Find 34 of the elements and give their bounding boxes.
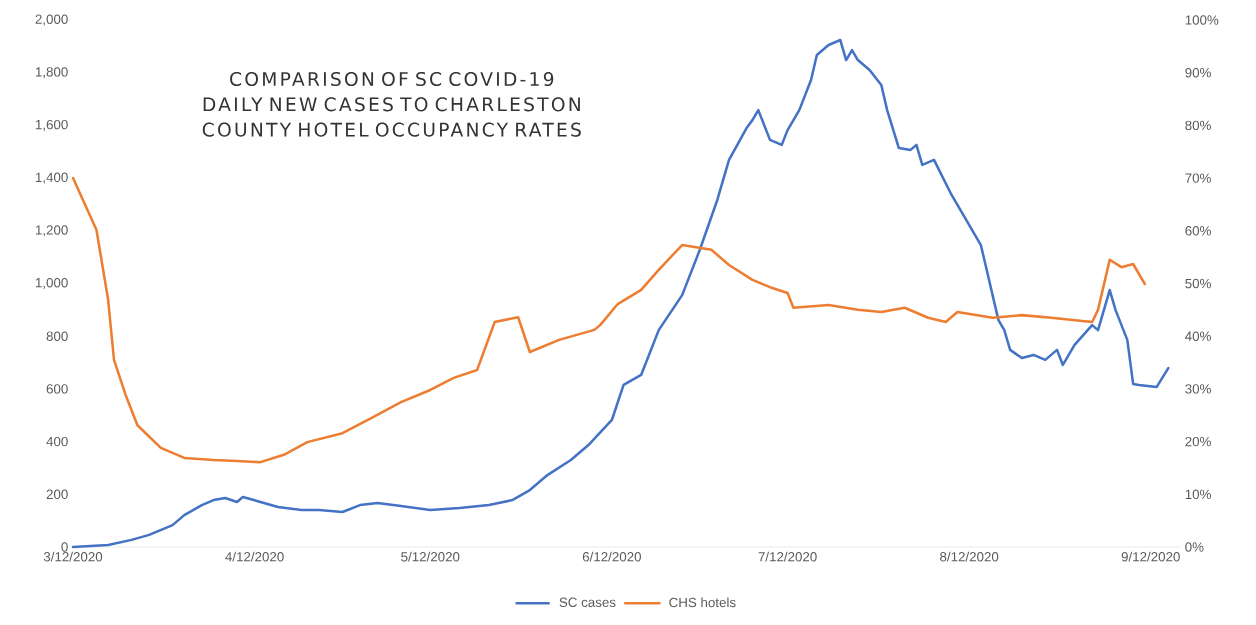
y2-tick-label: 0%: [1185, 542, 1204, 552]
x-tick-label: 5/12/2020: [401, 551, 460, 562]
y-tick-label: 1,000: [35, 278, 68, 290]
y2-tick-label: 40%: [1185, 331, 1211, 341]
y2-tick-label: 100%: [1185, 15, 1219, 25]
y2-tick-label: 50%: [1185, 278, 1211, 289]
y2-tick-label: 90%: [1185, 67, 1211, 78]
line-series: [71, 38, 1170, 549]
y2-tick-label: 60%: [1185, 226, 1211, 236]
x-tick-label: 6/12/2020: [582, 551, 641, 562]
line-series: [71, 176, 1147, 464]
y-tick-label: 400: [46, 436, 68, 447]
y2-tick-label: 30%: [1185, 384, 1211, 394]
x-tick-label: 8/12/2020: [940, 551, 999, 562]
legend-label: CHS hotels: [669, 597, 736, 608]
y-tick-label: 1,600: [35, 119, 68, 131]
text: COMPARISON OF SC COVID-19 DAILY NEW CASES TO CHARLESTON COUNTY HOTEL OCCUPANCY RATES: [202, 71, 581, 137]
x-tick-label: 9/12/2020: [1121, 551, 1180, 562]
y2-tick-label: 70%: [1185, 173, 1211, 183]
y-tick-label: 600: [46, 384, 68, 394]
y-tick-label: 0: [61, 542, 68, 552]
y2-tick-label: 20%: [1185, 436, 1211, 447]
y2-tick-label: 10%: [1185, 489, 1211, 500]
y-tick-label: 800: [46, 331, 68, 341]
y-tick-label: 1,200: [35, 225, 68, 237]
x-tick-label: 7/12/2020: [758, 551, 817, 562]
y-tick-label: 2,000: [35, 14, 68, 26]
y-tick-label: 1,800: [35, 67, 68, 79]
y2-tick-label: 80%: [1185, 120, 1211, 131]
legend-label: SC cases: [559, 597, 616, 608]
y-tick-label: 200: [46, 489, 68, 500]
x-tick-label: 4/12/2020: [225, 551, 284, 562]
x-tick-label: 3/12/2020: [43, 551, 103, 562]
y-tick-label: 1,400: [35, 172, 68, 184]
